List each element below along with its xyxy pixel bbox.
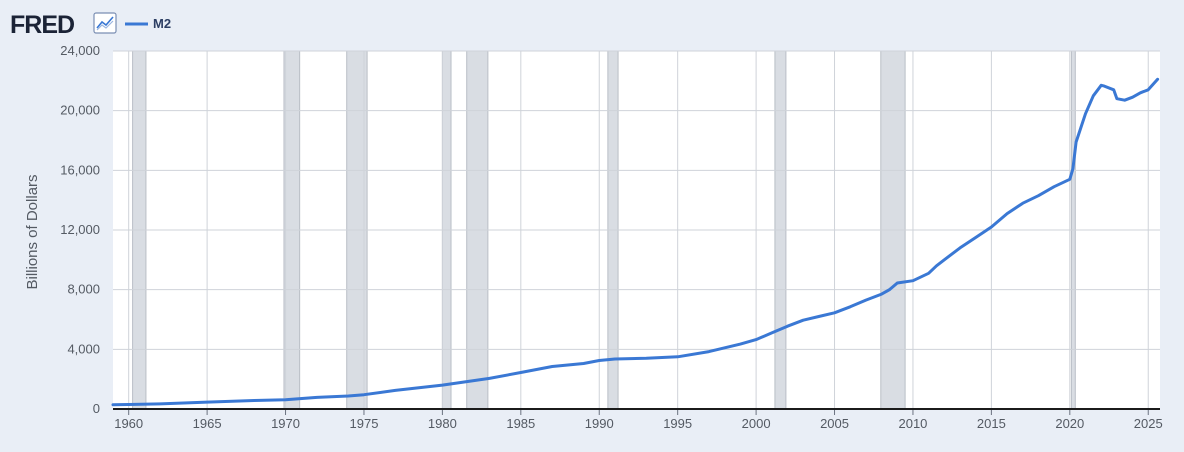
x-tick-label: 1990 — [585, 416, 614, 431]
fred-logo-text: FRED — [10, 11, 74, 39]
x-tick-label: 2020 — [1055, 416, 1084, 431]
x-tick-label: 1965 — [193, 416, 222, 431]
series-line-m2 — [111, 77, 1160, 407]
y-tick-label: 8,000 — [67, 282, 100, 297]
x-tick-label: 2015 — [977, 416, 1006, 431]
x-tick-label: 1975 — [350, 416, 379, 431]
legend: M2 — [125, 16, 171, 31]
series-layer — [111, 77, 1160, 407]
line-chart-icon — [93, 12, 117, 34]
x-tick-label: 1970 — [271, 416, 300, 431]
y-tick-label: 20,000 — [60, 103, 100, 118]
x-tick-label: 2005 — [820, 416, 849, 431]
fred-logo[interactable]: FRED — [10, 11, 117, 39]
x-tick-label: 1980 — [428, 416, 457, 431]
y-axis-ticks: 0 4,000 8,000 12,000 16,000 20,000 24,000 — [60, 43, 100, 416]
y-tick-label: 16,000 — [60, 162, 100, 177]
y-tick-label: 24,000 — [60, 43, 100, 58]
x-tick-label: 2000 — [742, 416, 771, 431]
y-tick-label: 12,000 — [60, 222, 100, 237]
y-axis-title: Billions of Dollars — [24, 174, 41, 289]
x-tick-label: 2025 — [1134, 416, 1163, 431]
x-tick-label: 1995 — [663, 416, 692, 431]
x-axis-ticks: 1960 1965 1970 1975 1980 1985 1990 1995 2000 2005… — [114, 409, 1163, 431]
legend-label-m2: M2 — [153, 16, 171, 31]
y-tick-label: 0 — [93, 401, 100, 416]
x-tick-label: 1960 — [114, 416, 143, 431]
y-tick-label: 4,000 — [67, 341, 100, 356]
x-tick-label: 2010 — [898, 416, 927, 431]
gridlines — [113, 50, 1160, 409]
x-tick-label: 1985 — [506, 416, 535, 431]
